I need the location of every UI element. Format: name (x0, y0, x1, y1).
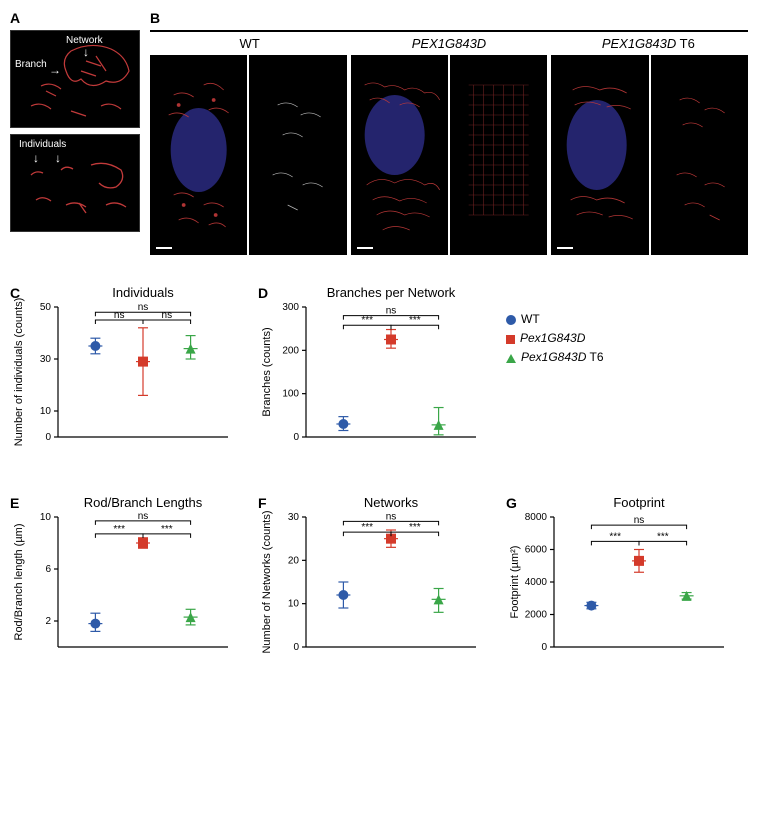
b-pair-wt (150, 55, 347, 255)
svg-text:0: 0 (293, 432, 299, 443)
panel-a-image-bottom: Individuals ↓ ↓ (10, 134, 140, 232)
legend: WT Pex1G843D Pex1G843D T6 (506, 310, 604, 368)
chart-d: DBranches per Network0100200300******nsB… (258, 285, 486, 475)
svg-text:***: *** (657, 531, 669, 542)
panel-b-label: B (150, 10, 748, 26)
svg-text:Number of individuals (counts): Number of individuals (counts) (13, 298, 25, 447)
panel-b-images (150, 55, 748, 255)
svg-text:20: 20 (288, 555, 300, 566)
b-img-wt-skeleton (249, 55, 346, 255)
charts-container: CIndividuals0103050nsnsnsNumber of indiv… (10, 285, 748, 685)
svg-text:ns: ns (386, 511, 397, 522)
svg-text:ns: ns (634, 515, 645, 526)
figure: A Network ↓ Branch → (10, 10, 748, 685)
svg-text:6: 6 (45, 564, 51, 575)
svg-text:200: 200 (282, 345, 299, 356)
svg-text:0: 0 (293, 642, 299, 653)
svg-text:2000: 2000 (525, 610, 548, 621)
svg-text:2: 2 (45, 616, 51, 627)
svg-text:Footprint (µm²): Footprint (µm²) (509, 546, 521, 619)
svg-text:***: *** (161, 524, 173, 535)
panel-a-label: A (10, 10, 140, 26)
scalebar-icon (156, 247, 172, 249)
svg-text:10: 10 (40, 512, 52, 523)
svg-text:10: 10 (40, 406, 52, 417)
panel-a: A Network ↓ Branch → (10, 10, 140, 255)
legend-item-pex-t6: Pex1G843D T6 (506, 348, 604, 367)
svg-text:ns: ns (386, 306, 397, 317)
b-pair-pex-t6 (551, 55, 748, 255)
b-header-pex-t6: PEX1G843D T6 (549, 32, 748, 55)
b-img-pex-merge (351, 55, 448, 255)
svg-text:6000: 6000 (525, 545, 548, 556)
svg-text:***: *** (409, 522, 421, 533)
legend-item-wt: WT (506, 310, 604, 329)
svg-text:30: 30 (40, 354, 52, 365)
legend-item-pex: Pex1G843D (506, 329, 604, 348)
panel-b: B WT PEX1G843D PEX1G843D T6 (150, 10, 748, 255)
svg-text:***: *** (361, 315, 373, 326)
chart-row-2: ERod/Branch Lengths2610******nsRod/Branc… (10, 495, 748, 685)
top-row: A Network ↓ Branch → (10, 10, 748, 255)
svg-text:***: *** (409, 315, 421, 326)
b-header-wt: WT (150, 32, 349, 55)
svg-text:***: *** (113, 524, 125, 535)
b-img-t6-skeleton (651, 55, 748, 255)
svg-text:8000: 8000 (525, 512, 548, 523)
b-header-pex: PEX1G843D (349, 32, 548, 55)
svg-text:0: 0 (45, 432, 51, 443)
svg-text:100: 100 (282, 389, 299, 400)
svg-text:300: 300 (282, 302, 299, 313)
svg-text:Branches (counts): Branches (counts) (261, 327, 273, 416)
panel-b-header: WT PEX1G843D PEX1G843D T6 (150, 30, 748, 55)
svg-text:ns: ns (114, 310, 125, 321)
svg-text:Number of Networks (counts): Number of Networks (counts) (261, 510, 273, 653)
chart-row-1: CIndividuals0103050nsnsnsNumber of indiv… (10, 285, 748, 475)
b-pair-pex (351, 55, 548, 255)
svg-text:ns: ns (162, 310, 173, 321)
svg-text:50: 50 (40, 302, 52, 313)
svg-text:***: *** (609, 531, 621, 542)
scalebar-icon (557, 247, 573, 249)
b-img-wt-merge (150, 55, 247, 255)
chart-c: CIndividuals0103050nsnsnsNumber of indiv… (10, 285, 238, 475)
svg-text:4000: 4000 (525, 577, 548, 588)
b-img-t6-merge (551, 55, 648, 255)
svg-text:ns: ns (138, 511, 149, 522)
svg-text:30: 30 (288, 512, 300, 523)
scalebar-icon (357, 247, 373, 249)
svg-text:ns: ns (138, 302, 149, 313)
svg-text:Rod/Branch length (µm): Rod/Branch length (µm) (13, 524, 25, 641)
panel-a-image-top: Network ↓ Branch → (10, 30, 140, 128)
svg-text:10: 10 (288, 599, 300, 610)
svg-text:0: 0 (541, 642, 547, 653)
b-img-pex-skeleton (450, 55, 547, 255)
chart-f: FNetworks0102030******nsNumber of Networ… (258, 495, 486, 685)
chart-e: ERod/Branch Lengths2610******nsRod/Branc… (10, 495, 238, 685)
chart-g: GFootprint02000400060008000******nsFootp… (506, 495, 734, 685)
svg-text:***: *** (361, 522, 373, 533)
